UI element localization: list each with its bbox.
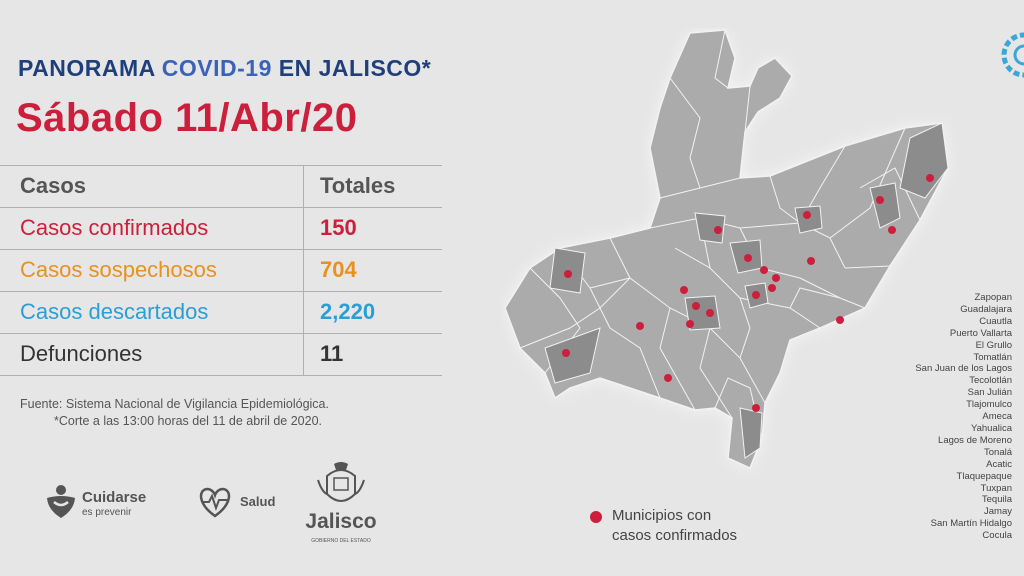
case-dot bbox=[680, 286, 688, 294]
municipality-borders bbox=[519, 29, 921, 439]
list-item: Guadalajara bbox=[960, 303, 1012, 315]
discarded-label: Casos descartados bbox=[20, 299, 209, 324]
list-item: Yahualica bbox=[970, 422, 1012, 434]
state-outline bbox=[504, 29, 949, 470]
case-dot bbox=[876, 196, 884, 204]
jalisco-coat-of-arms-icon bbox=[317, 462, 365, 502]
case-dots bbox=[562, 174, 934, 412]
list-item: Tecolotlán bbox=[969, 375, 1012, 387]
list-item: Jamay bbox=[984, 506, 1012, 518]
confirmed-label: Casos confirmados bbox=[20, 215, 209, 240]
jalisco-logo: Jalisco GOBIERNO DEL ESTADO bbox=[296, 460, 386, 544]
row-discarded: Casos descartados 2,220 bbox=[0, 292, 442, 334]
jalisco-map bbox=[504, 29, 949, 470]
deaths-label: Defunciones bbox=[20, 341, 143, 366]
case-dot bbox=[714, 226, 722, 234]
salud-logo: Salud bbox=[196, 486, 275, 523]
cases-table: Casos Totales Casos confirmados 150 Caso… bbox=[0, 165, 442, 376]
header-cases: Casos bbox=[20, 173, 87, 198]
report-date: Sábado 11/Abr/20 bbox=[16, 96, 358, 140]
case-dot bbox=[636, 322, 644, 330]
cuidarse-logo-icon bbox=[47, 485, 75, 518]
case-dot bbox=[772, 274, 780, 282]
case-dot bbox=[692, 302, 700, 310]
source-line: Fuente: Sistema Nacional de Vigilancia E… bbox=[20, 397, 329, 411]
list-item: Tonalá bbox=[984, 446, 1012, 458]
list-item: Puerto Vallarta bbox=[949, 327, 1012, 339]
page-title: PANORAMA COVID-19 EN JALISCO* bbox=[18, 55, 432, 81]
case-dot bbox=[686, 320, 694, 328]
list-item: Ameca bbox=[982, 411, 1012, 423]
header-totals: Totales bbox=[320, 173, 396, 198]
case-dot bbox=[836, 316, 844, 324]
case-dot bbox=[564, 270, 572, 278]
salud-logo-icon bbox=[199, 487, 231, 518]
red-dot-icon bbox=[590, 511, 602, 523]
list-item: Cuautla bbox=[979, 315, 1012, 327]
cutoff-line: *Corte a las 13:00 horas del 11 de abril… bbox=[54, 414, 323, 428]
title-covid: COVID-19 bbox=[161, 55, 272, 81]
row-suspected: Casos sospechosos 704 bbox=[0, 250, 442, 292]
list-item: Tuxpan bbox=[980, 482, 1012, 494]
list-item: Tlajomulco bbox=[966, 399, 1012, 411]
municipality-list: Zapopan Guadalajara Cuautla Puerto Valla… bbox=[832, 292, 1012, 542]
corner-gear-icon bbox=[1001, 32, 1024, 78]
case-dot bbox=[803, 211, 811, 219]
case-dot bbox=[768, 284, 776, 292]
list-item: San Julián bbox=[967, 387, 1012, 399]
list-item: Tlaquepaque bbox=[956, 470, 1012, 482]
suspected-value: 704 bbox=[320, 257, 357, 282]
case-dot bbox=[744, 254, 752, 262]
list-item: Cocula bbox=[982, 530, 1012, 542]
suspected-label: Casos sospechosos bbox=[20, 257, 217, 282]
list-item: Zapopan bbox=[974, 292, 1012, 303]
cuidarse-logo: Cuidarse es prevenir bbox=[44, 484, 146, 525]
case-dot bbox=[664, 374, 672, 382]
list-item: El Grullo bbox=[975, 339, 1012, 351]
case-dot bbox=[807, 257, 815, 265]
discarded-value: 2,220 bbox=[320, 299, 376, 324]
row-deaths: Defunciones 11 bbox=[0, 334, 442, 376]
source-note: Fuente: Sistema Nacional de Vigilancia E… bbox=[20, 396, 440, 430]
case-dot bbox=[562, 349, 570, 357]
list-item: Lagos de Moreno bbox=[938, 434, 1012, 446]
deaths-value: 11 bbox=[320, 341, 344, 366]
case-dot bbox=[752, 291, 760, 299]
case-dot bbox=[760, 266, 768, 274]
list-item: San Martín Hidalgo bbox=[930, 518, 1012, 530]
list-item: San Juan de los Lagos bbox=[915, 363, 1012, 375]
list-item: Acatic bbox=[986, 458, 1012, 470]
list-item: Tomatlán bbox=[973, 351, 1012, 363]
case-dot bbox=[752, 404, 760, 412]
case-dot bbox=[706, 309, 714, 317]
table-header-row: Casos Totales bbox=[0, 165, 442, 208]
map-legend: Municipios con casos confirmados bbox=[612, 507, 738, 544]
case-dot bbox=[888, 226, 896, 234]
row-confirmed: Casos confirmados 150 bbox=[0, 208, 442, 250]
case-dot bbox=[926, 174, 934, 182]
list-item: Tequila bbox=[981, 494, 1012, 506]
confirmed-value: 150 bbox=[320, 215, 357, 240]
